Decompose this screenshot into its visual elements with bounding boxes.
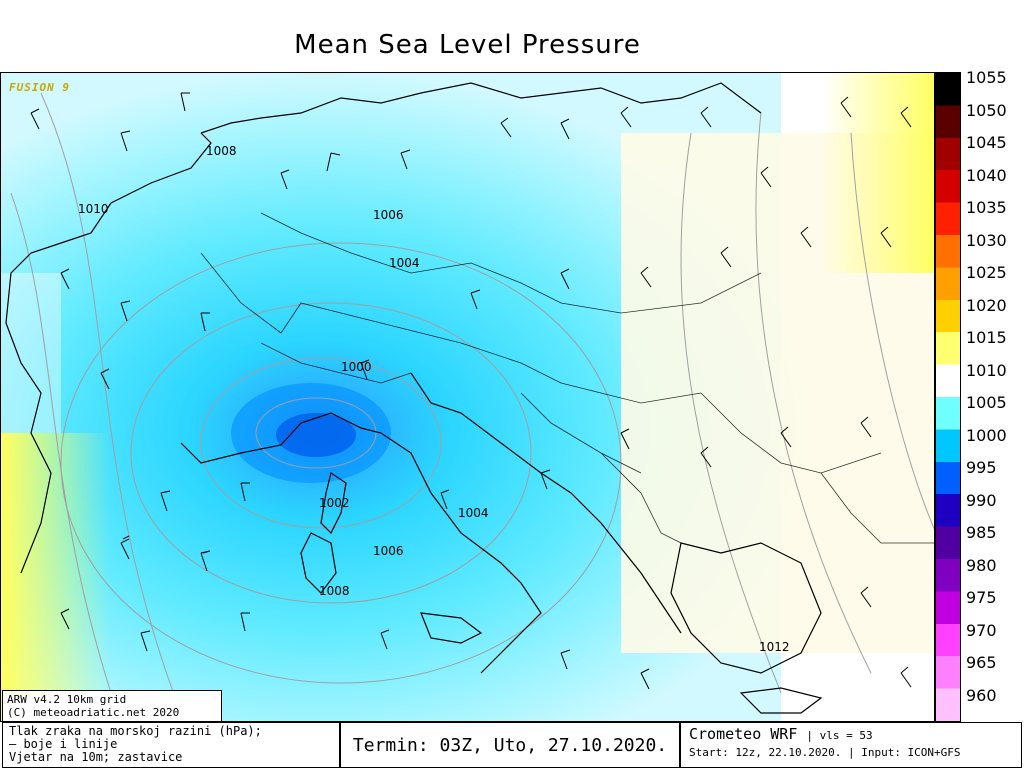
high-pressure-west: [1, 433, 111, 721]
isobar-label: 1012: [759, 640, 790, 654]
colorbar-label: 1005: [966, 393, 1007, 412]
colorbar-label: 995: [966, 458, 997, 477]
colorbar-label: 1030: [966, 230, 1007, 250]
colorbar-label: 1045: [966, 133, 1007, 152]
colorbar-label: 965: [966, 653, 997, 672]
start-info: Start: 12z, 22.10.2020.: [689, 746, 842, 759]
model-tag: FUSION 9: [9, 81, 70, 94]
isobars: [10, 92, 934, 721]
isobar-label: 1004: [389, 256, 420, 270]
colorbar-label: 1020: [966, 295, 1007, 315]
colorbar-label: 1000: [966, 425, 1007, 445]
colorbar-label: 990: [966, 490, 997, 510]
brand-name: Crometeo WRF: [689, 725, 798, 743]
colorbar-label: 975: [966, 588, 997, 607]
colorbar-label: 985: [966, 523, 997, 542]
colorbar-strip: [935, 72, 961, 722]
isobar-label: 1002: [319, 496, 350, 510]
brand-box: Crometeo WRF | vls = 53 Start: 12z, 22.1…: [680, 722, 1022, 768]
borders: [200, 212, 934, 544]
colorbar: 1055 1050 1045 1040 1035 1030 1025 1020 1015 1010…: [935, 68, 1024, 722]
colorbar-label: 1050: [966, 100, 1007, 120]
credit-line: (C) meteoadriatic.net 2020: [7, 706, 180, 719]
footer: Tlak zraka na morskoj razini (hPa); — bo…: [0, 722, 1024, 768]
isobar-label: 1008: [206, 144, 237, 158]
isobar-label: 1000: [341, 360, 372, 374]
coastlines: [5, 82, 823, 714]
colorbar-label: 1055: [966, 68, 1007, 87]
wind-barbs: [30, 92, 912, 690]
vls-text: vls = 53: [819, 729, 873, 742]
high-pressure-northeast: [821, 73, 934, 273]
legend-line: — boje i linije: [9, 737, 118, 751]
termin-text: Termin: 03Z, Uto, 27.10.2020.: [352, 734, 668, 756]
colorbar-label: 1035: [966, 198, 1007, 217]
colorbar-label: 980: [966, 555, 997, 575]
colorbar-label: 1040: [966, 165, 1007, 185]
colorbar-label: 970: [966, 620, 997, 640]
isobar-label: 1006: [373, 544, 404, 558]
colorbar-label: 1025: [966, 263, 1007, 282]
termin-box: Termin: 03Z, Uto, 27.10.2020.: [340, 722, 680, 768]
isobar-labels: 1008 1010 1006 1004 1000 1002 1004 1006 …: [78, 144, 790, 654]
colorbar-label: 1010: [966, 360, 1007, 380]
legend-line: Tlak zraka na morskoj razini (hPa);: [9, 724, 262, 738]
legend-line: Vjetar na 10m; zastavice: [9, 750, 183, 764]
colorbar-label: 960: [966, 685, 997, 705]
isobar-label: 1010: [78, 202, 109, 216]
colorbar-label: 1015: [966, 328, 1007, 347]
pressure-map: 1008 1010 1006 1004 1000 1002 1004 1006 …: [0, 72, 935, 722]
page-title: Mean Sea Level Pressure: [294, 30, 641, 60]
isobar-label: 1006: [373, 208, 404, 222]
map-canvas: 1008 1010 1006 1004 1000 1002 1004 1006 …: [1, 73, 934, 721]
credit-line: ARW v4.2 10km grid: [7, 693, 127, 706]
legend-box: Tlak zraka na morskoj razini (hPa); — bo…: [2, 722, 340, 768]
isobar-label: 1008: [319, 584, 350, 598]
input-info: Input: ICON+GFS: [861, 746, 961, 759]
credit-box: ARW v4.2 10km grid (C) meteoadriatic.net…: [2, 690, 222, 722]
isobar-label: 1004: [458, 506, 489, 520]
